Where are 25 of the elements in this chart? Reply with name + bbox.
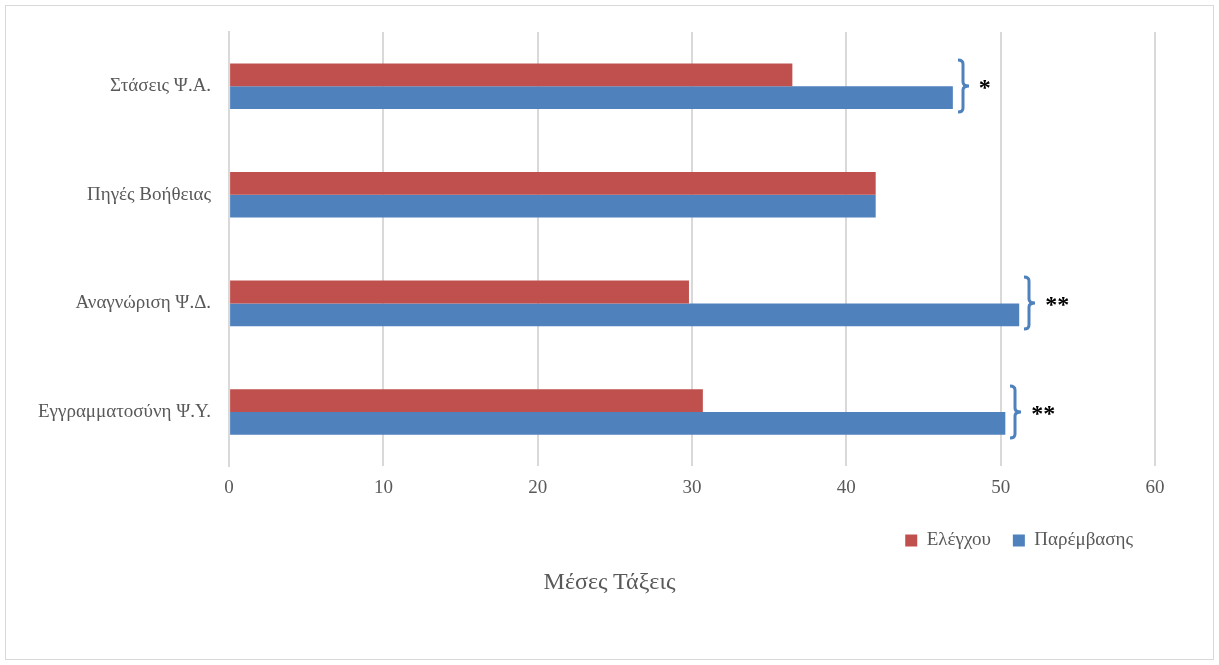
y-tick-label: Αναγνώριση Ψ.Δ. — [75, 291, 212, 313]
y-tick-label: Στάσεις Ψ.Α. — [109, 74, 212, 96]
y-tick-label: Εγγραμματοσύνη Ψ.Υ. — [38, 399, 212, 421]
x-tick-label: 60 — [1145, 475, 1165, 497]
bar — [230, 172, 876, 195]
bar — [230, 411, 1006, 435]
legend-label: Ελέγχου — [926, 528, 991, 550]
annotation: * — [978, 74, 991, 101]
x-tick-label: 50 — [991, 475, 1011, 497]
legend-label: Παρέμβασης — [1034, 528, 1134, 550]
annotation: ** — [1031, 399, 1056, 426]
bar — [230, 86, 953, 110]
y-tick-label: Πηγές Βοήθειας — [87, 182, 212, 204]
x-tick-label: 40 — [836, 475, 856, 497]
annotation: ** — [1045, 291, 1070, 318]
bar — [230, 63, 793, 87]
x-tick-label: 30 — [682, 475, 702, 497]
bar — [230, 303, 1020, 327]
x-axis-title: Μέσες Τάξεις — [542, 568, 677, 595]
x-tick-label: 10 — [373, 475, 393, 497]
x-tick-label: 20 — [528, 475, 548, 497]
bar — [230, 194, 876, 218]
bar — [230, 280, 689, 304]
bar — [230, 389, 703, 412]
x-tick-label: 0 — [224, 475, 234, 497]
